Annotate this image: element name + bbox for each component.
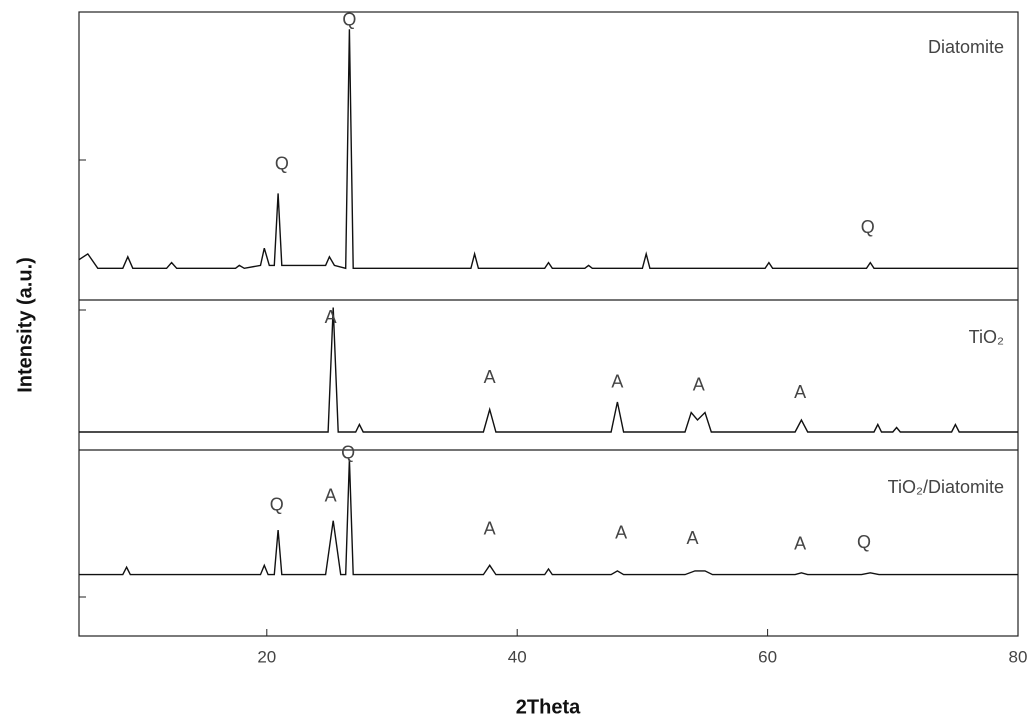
peak-annotation: A [693, 374, 705, 394]
peak-annotation: A [615, 522, 627, 542]
peak-annotation: A [794, 382, 806, 402]
peak-annotation: A [484, 519, 496, 539]
x-tick-label: 60 [758, 647, 777, 666]
peak-annotation: A [686, 528, 698, 548]
peak-annotation: A [325, 307, 337, 327]
panel-label: TiO₂/Diatomite [888, 477, 1004, 497]
panel-label: Diatomite [928, 37, 1004, 57]
x-tick-label: 20 [257, 647, 276, 666]
y-axis-title: Intensity (a.u.) [14, 257, 36, 393]
x-tick-label: 80 [1009, 647, 1028, 666]
plot-frame [78, 11, 1019, 637]
xrd-trace [79, 459, 1018, 576]
peak-annotation: Q [857, 532, 871, 552]
panel-label: TiO₂ [969, 327, 1004, 347]
peak-annotation: Q [861, 217, 875, 237]
x-tick-label: 40 [508, 647, 527, 666]
xrd-trace [78, 29, 1018, 270]
peak-annotation: A [484, 367, 496, 387]
peak-annotation: Q [342, 9, 356, 29]
peak-annotation: Q [275, 153, 289, 173]
peak-annotation: A [794, 534, 806, 554]
peak-annotation: Q [341, 442, 355, 462]
peak-annotation: A [611, 371, 623, 391]
x-axis-title: 2Theta [516, 696, 581, 718]
peak-annotation: Q [270, 495, 284, 515]
peak-annotation: A [325, 485, 337, 505]
xrd-trace [79, 307, 1018, 433]
